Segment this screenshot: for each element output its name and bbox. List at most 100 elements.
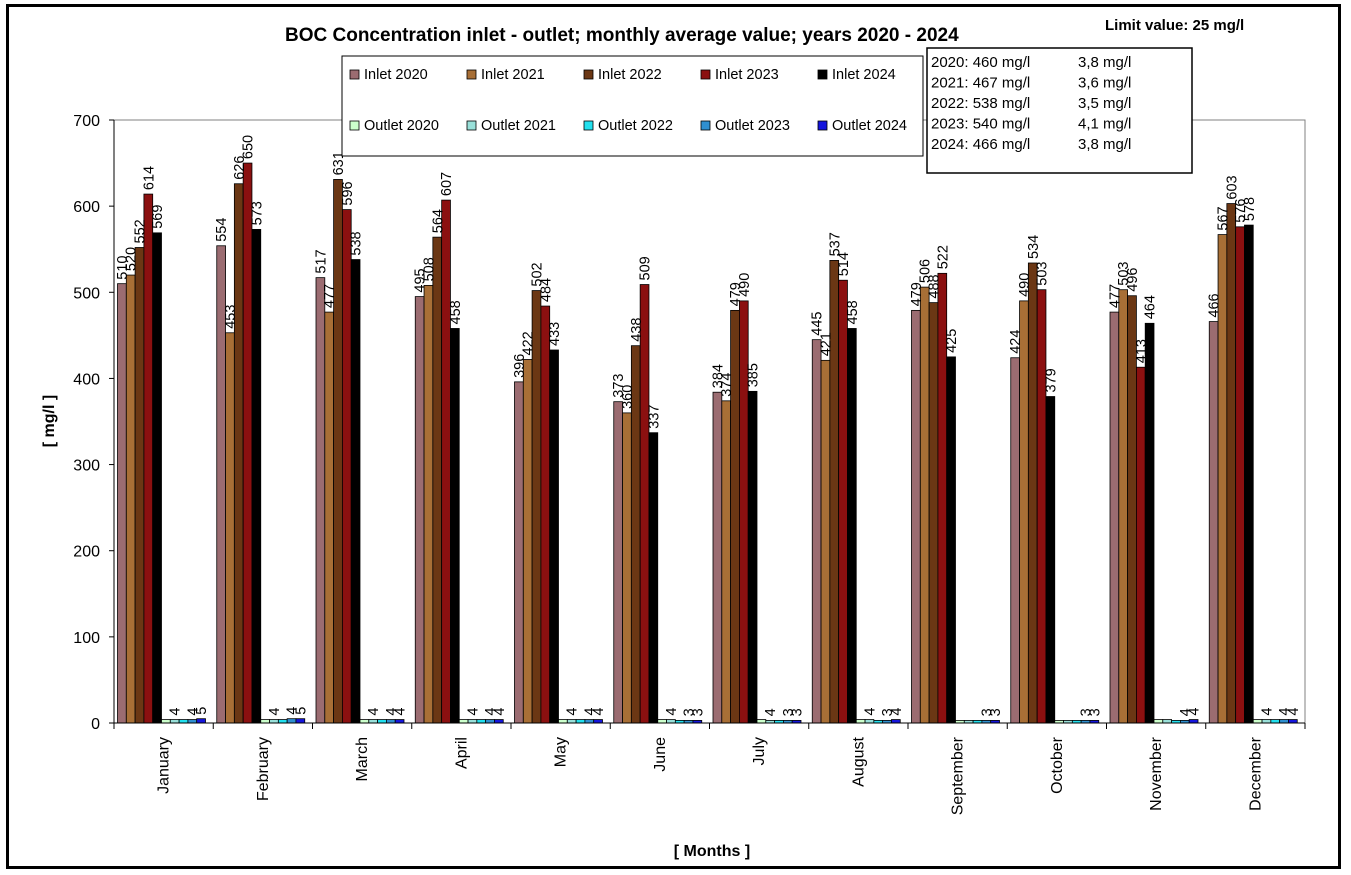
- x-tick-label-march: March: [354, 737, 371, 781]
- bar-outlet-2020-april: [458, 719, 469, 724]
- legend-label-inlet-2022: Inlet 2022: [598, 67, 662, 83]
- bar-inlet-2020-november: [1109, 311, 1120, 724]
- data-label-inlet-2021-january: 520: [124, 247, 140, 271]
- bar-outlet-2021-may: [566, 719, 577, 724]
- y-tick-label-400: 400: [73, 371, 100, 388]
- bar-inlet-2024-april: [450, 328, 460, 724]
- bar-outlet-2020-august: [855, 719, 866, 724]
- data-label-outlet-2024-february: 5: [293, 707, 309, 715]
- data-label-inlet-2024-august: 458: [845, 300, 861, 324]
- annual-average-inlet: 2023: 540 mg/l: [931, 116, 1030, 133]
- data-label-inlet-2020-december: 466: [1207, 293, 1223, 317]
- bar-outlet-2023-december: [1279, 719, 1289, 724]
- bar-outlet-2024-march: [394, 719, 405, 724]
- data-label-inlet-2020-may: 396: [512, 354, 528, 378]
- axes-layer: 0 100 200 300 400 500 600 700 January February Mar…: [73, 113, 1306, 815]
- bar-inlet-2023-february: [242, 162, 253, 724]
- bar-outlet-2020-june: [657, 719, 667, 724]
- data-label-inlet-2022-february: 626: [232, 155, 248, 179]
- legend-swatch-inlet-2022: [583, 69, 594, 80]
- legend-label-outlet-2022: Outlet 2022: [598, 118, 673, 134]
- chart-title: BOC Concentration inlet - outlet; monthl…: [285, 25, 959, 46]
- data-label-inlet-2023-august: 514: [836, 252, 852, 276]
- bar-inlet-2022-december: [1226, 203, 1237, 724]
- bar-inlet-2021-may: [522, 359, 533, 724]
- bar-inlet-2022-october: [1027, 262, 1038, 724]
- bar-inlet-2023-october: [1036, 289, 1047, 724]
- legend-label-inlet-2021: Inlet 2021: [481, 67, 545, 83]
- data-label-inlet-2021-march: 477: [322, 284, 338, 308]
- data-label-outlet-2023-july: 3: [781, 708, 797, 716]
- data-label-outlet-2024-june: 3: [690, 708, 706, 716]
- bar-inlet-2021-november: [1118, 289, 1129, 724]
- data-label-inlet-2023-october: 503: [1035, 261, 1051, 285]
- data-label-inlet-2024-october: 379: [1043, 368, 1059, 392]
- data-label-inlet-2021-september: 506: [918, 259, 934, 283]
- bar-inlet-2021-july: [721, 400, 731, 724]
- data-label-inlet-2021-april: 508: [421, 257, 437, 281]
- data-label-inlet-2023-march: 596: [340, 181, 356, 205]
- x-axis-label: [ Months ]: [674, 843, 750, 860]
- bar-outlet-2022-february: [277, 719, 288, 724]
- data-label-inlet-2022-april: 564: [430, 209, 446, 233]
- data-label-outlet-2024-march: 4: [393, 708, 409, 716]
- data-label-inlet-2022-december: 603: [1224, 175, 1240, 199]
- bar-outlet-2024-december: [1288, 719, 1298, 724]
- bar-inlet-2022-august: [829, 260, 840, 724]
- legend-swatch-outlet-2020: [349, 120, 360, 131]
- bar-outlet-2024-august: [891, 719, 901, 724]
- annual-average-outlet: 4,1 mg/l: [1078, 116, 1131, 133]
- annual-average-inlet: 2021: 467 mg/l: [931, 75, 1030, 92]
- bar-inlet-2022-february: [233, 183, 244, 724]
- legend-label-outlet-2024: Outlet 2024: [832, 118, 907, 134]
- data-label-outlet-2021-february: 4: [267, 708, 283, 716]
- bars-layer: [117, 162, 1298, 724]
- data-label-inlet-2023-july: 490: [737, 273, 753, 297]
- bar-inlet-2024-january: [152, 232, 162, 724]
- x-tick-label-january: January: [156, 737, 173, 794]
- data-label-inlet-2024-april: 458: [448, 300, 464, 324]
- data-label-outlet-2021-december: 4: [1260, 708, 1276, 716]
- data-label-outlet-2023-september: 3: [979, 708, 995, 716]
- data-label-outlet-2024-october: 3: [1087, 708, 1103, 716]
- y-tick-label-700: 700: [73, 113, 100, 130]
- data-label-inlet-2022-june: 438: [629, 317, 645, 341]
- limit-value-text: Limit value: 25 mg/l: [1105, 17, 1244, 34]
- legend-swatch-outlet-2021: [466, 120, 477, 131]
- data-label-inlet-2023-may: 484: [538, 278, 554, 302]
- bar-inlet-2022-march: [333, 179, 343, 724]
- bar-inlet-2022-january: [134, 247, 145, 724]
- bar-outlet-2021-august: [864, 719, 875, 724]
- data-label-inlet-2021-june: 360: [620, 385, 636, 409]
- bar-inlet-2024-may: [549, 349, 559, 724]
- bar-inlet-2020-december: [1208, 321, 1219, 724]
- data-label-outlet-2023-february: 4: [285, 707, 301, 715]
- bar-inlet-2024-december: [1244, 224, 1254, 724]
- data-label-inlet-2023-june: 509: [638, 256, 654, 280]
- bar-outlet-2023-february: [286, 718, 297, 724]
- legend-swatch-inlet-2021: [466, 69, 477, 80]
- y-tick-label-0: 0: [91, 716, 100, 733]
- bar-outlet-2021-january: [169, 719, 180, 724]
- bar-outlet-2023-january: [187, 719, 198, 724]
- data-label-outlet-2023-may: 4: [582, 708, 598, 716]
- legend-label-outlet-2021: Outlet 2021: [481, 118, 556, 134]
- data-label-outlet-2024-november: 4: [1187, 708, 1203, 716]
- bar-outlet-2021-december: [1261, 719, 1272, 724]
- data-label-outlet-2024-may: 4: [591, 708, 607, 716]
- legend-label-inlet-2023: Inlet 2023: [715, 67, 779, 83]
- bar-inlet-2023-march: [341, 209, 352, 724]
- annual-average-outlet: 3,5 mg/l: [1078, 95, 1131, 112]
- data-label-outlet-2021-march: 4: [366, 708, 382, 716]
- bar-inlet-2024-september: [946, 356, 956, 724]
- bar-inlet-2021-june: [622, 412, 632, 724]
- data-label-inlet-2021-december: 567: [1216, 206, 1232, 230]
- bar-inlet-2020-july: [712, 391, 723, 724]
- data-label-inlet-2022-may: 502: [530, 262, 546, 286]
- data-label-inlet-2021-may: 422: [521, 331, 537, 355]
- bar-inlet-2020-march: [315, 277, 326, 724]
- bar-inlet-2022-september: [928, 302, 939, 724]
- x-tick-label-november: November: [1148, 736, 1165, 810]
- bar-inlet-2023-may: [540, 305, 551, 724]
